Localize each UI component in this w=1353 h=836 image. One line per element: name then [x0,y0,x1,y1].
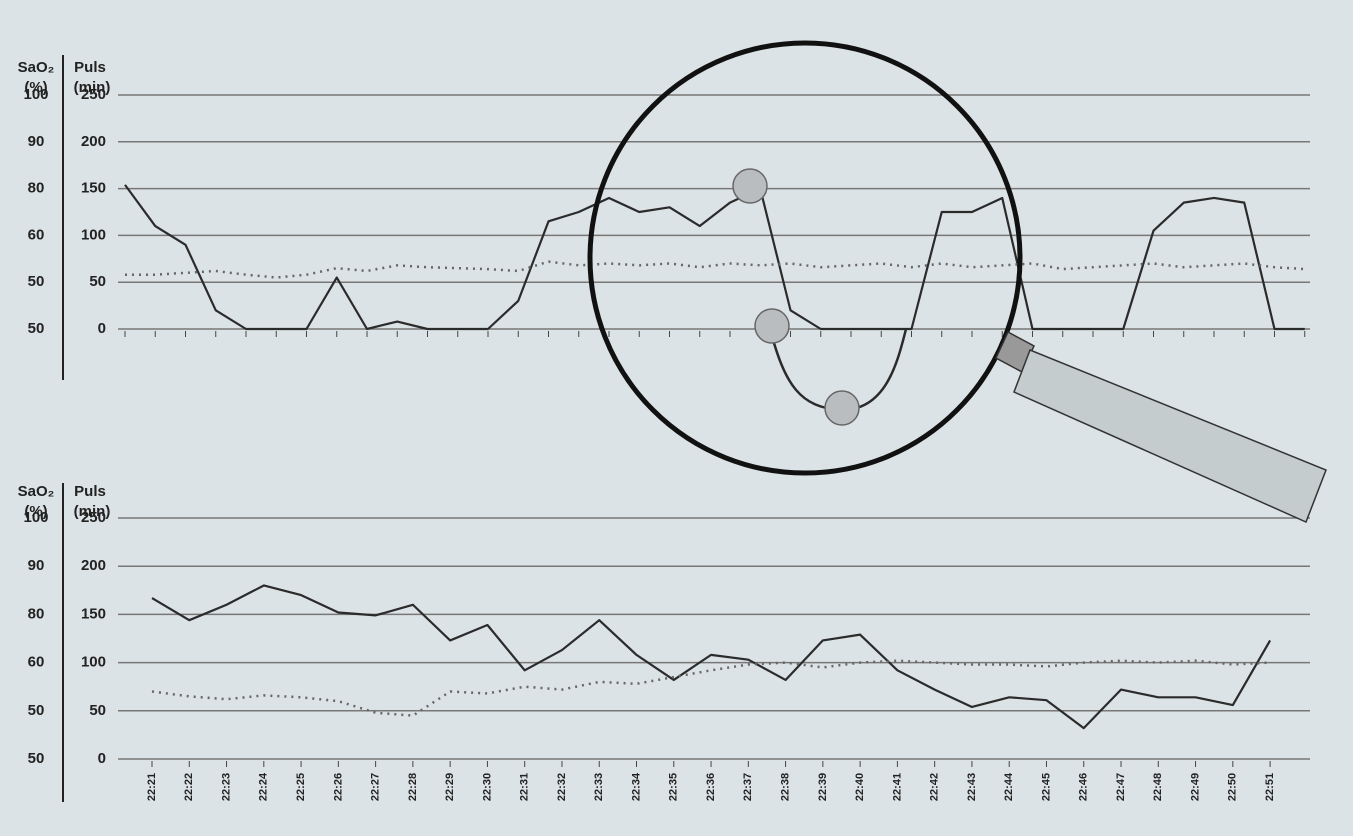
sao2-title: SaO₂ [18,483,55,500]
x-tick-label: 22:29 [444,773,456,801]
x-tick-label: 22:45 [1040,773,1052,801]
y-tick-label: 0 [98,750,106,767]
x-tick-label: 22:21 [146,773,158,801]
x-tick-label: 22:49 [1189,773,1201,801]
y-tick-label: 200 [81,133,106,150]
x-tick-label: 22:42 [929,773,941,801]
marker-dot [755,309,789,343]
y-tick-label: 250 [81,509,106,526]
x-tick-label: 22:43 [966,773,978,801]
sao2-tick-label: 50 [28,702,45,719]
x-tick-label: 22:51 [1264,773,1276,801]
y-tick-label: 150 [81,180,106,197]
y-tick-label: 200 [81,557,106,574]
x-tick-label: 22:36 [705,773,717,801]
sao2-tick-label: 80 [28,180,45,197]
x-tick-label: 22:50 [1227,773,1239,801]
y-tick-label: 150 [81,605,106,622]
x-tick-label: 22:26 [332,773,344,801]
puls-title: Puls [74,59,106,76]
x-tick-label: 22:31 [519,773,531,801]
sao2-tick-label: 50 [28,273,45,290]
y-tick-label: 50 [89,273,106,290]
sao2-tick-label: 50 [28,320,45,337]
x-tick-label: 22:24 [258,772,270,801]
chart: SaO₂(%)Puls(min)050505010060150802009025… [0,0,1353,836]
x-tick-label: 22:37 [742,773,754,801]
sao2-tick-label: 90 [28,557,45,574]
sao2-tick-label: 100 [23,509,48,526]
x-tick-label: 22:25 [295,773,307,801]
sao2-tick-label: 90 [28,133,45,150]
x-tick-label: 22:40 [854,773,866,801]
sao2-tick-label: 80 [28,605,45,622]
x-tick-label: 22:41 [891,773,903,801]
x-tick-label: 22:33 [593,773,605,801]
y-tick-label: 100 [81,226,106,243]
y-tick-label: 50 [89,702,106,719]
x-tick-label: 22:22 [183,773,195,801]
x-tick-label: 22:23 [220,773,232,801]
x-tick-label: 22:38 [779,773,791,801]
x-tick-label: 22:30 [481,773,493,801]
x-tick-label: 22:44 [1003,772,1015,801]
sao2-tick-label: 50 [28,750,45,767]
x-tick-label: 22:35 [668,773,680,801]
x-tick-label: 22:27 [370,773,382,801]
y-tick-label: 100 [81,654,106,671]
y-tick-label: 0 [98,320,106,337]
x-tick-label: 22:32 [556,773,568,801]
marker-dot [825,391,859,425]
x-tick-label: 22:34 [630,772,642,801]
sao2-tick-label: 60 [28,226,45,243]
x-tick-label: 22:48 [1152,773,1164,801]
x-tick-label: 22:39 [817,773,829,801]
sao2-tick-label: 100 [23,86,48,103]
y-tick-label: 250 [81,86,106,103]
page: {"chart_data": [ {"type": "line", "sao2_… [0,0,1353,836]
sao2-tick-label: 60 [28,654,45,671]
x-tick-label: 22:47 [1115,773,1127,801]
x-tick-label: 22:28 [407,773,419,801]
sao2-title: SaO₂ [18,59,55,76]
x-tick-label: 22:46 [1078,773,1090,801]
marker-dot [733,169,767,203]
puls-title: Puls [74,483,106,500]
